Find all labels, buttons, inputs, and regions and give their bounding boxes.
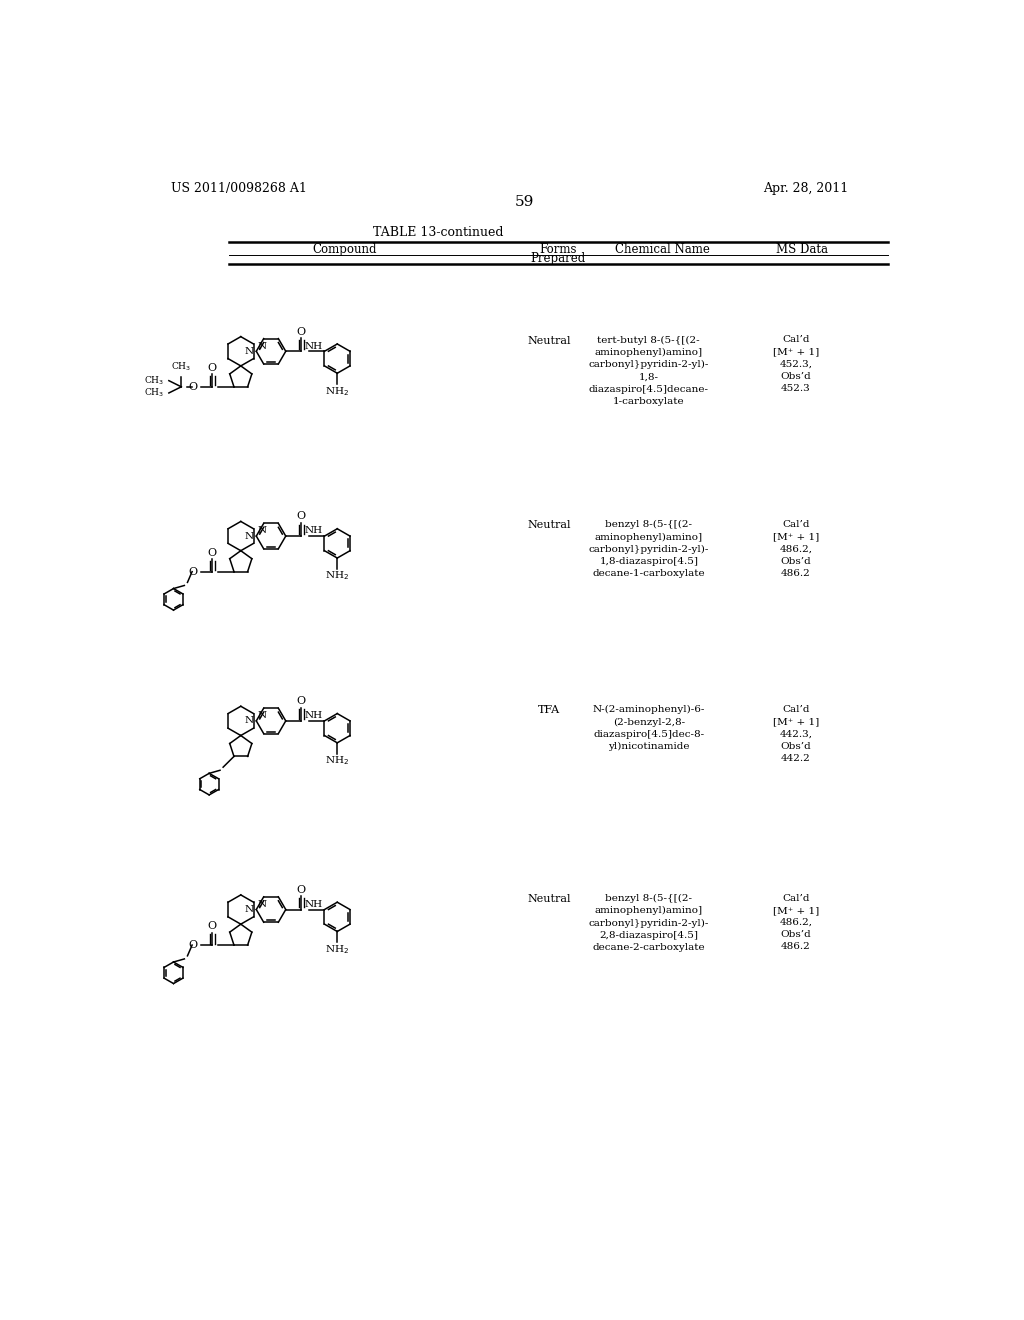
Text: N: N: [245, 347, 254, 356]
Text: NH: NH: [305, 711, 323, 721]
Text: NH$_2$: NH$_2$: [326, 570, 349, 582]
Text: N: N: [245, 717, 254, 726]
Text: Cal’d
[M⁺ + 1]
452.3,
Obs’d
452.3: Cal’d [M⁺ + 1] 452.3, Obs’d 452.3: [773, 335, 819, 393]
Text: tert-butyl 8-(5-{[(2-
aminophenyl)amino]
carbonyl}pyridin-2-yl)-
1,8-
diazaspiro: tert-butyl 8-(5-{[(2- aminophenyl)amino]…: [589, 335, 709, 405]
Text: O: O: [297, 884, 306, 895]
Text: Apr. 28, 2011: Apr. 28, 2011: [764, 182, 849, 194]
Text: Cal’d
[M⁺ + 1]
442.3,
Obs’d
442.2: Cal’d [M⁺ + 1] 442.3, Obs’d 442.2: [773, 705, 819, 763]
Text: O: O: [208, 548, 217, 558]
Text: CH$_3$: CH$_3$: [144, 375, 164, 387]
Text: NH$_2$: NH$_2$: [326, 942, 349, 956]
Text: Cal’d
[M⁺ + 1]
486.2,
Obs’d
486.2: Cal’d [M⁺ + 1] 486.2, Obs’d 486.2: [773, 894, 819, 952]
Text: O: O: [297, 326, 306, 337]
Text: US 2011/0098268 A1: US 2011/0098268 A1: [171, 182, 306, 194]
Text: O: O: [188, 566, 198, 577]
Text: CH$_3$: CH$_3$: [171, 360, 191, 374]
Text: N: N: [257, 527, 266, 536]
Text: O: O: [188, 381, 198, 392]
Text: O: O: [208, 363, 217, 374]
Text: Forms: Forms: [540, 243, 577, 256]
Text: Neutral: Neutral: [527, 335, 570, 346]
Text: TABLE 13-continued: TABLE 13-continued: [373, 226, 503, 239]
Text: NH$_2$: NH$_2$: [326, 385, 349, 397]
Text: Neutral: Neutral: [527, 520, 570, 531]
Text: CH$_3$: CH$_3$: [144, 387, 164, 399]
Text: benzyl 8-(5-{[(2-
aminophenyl)amino]
carbonyl}pyridin-2-yl)-
2,8-diazaspiro[4.5]: benzyl 8-(5-{[(2- aminophenyl)amino] car…: [589, 894, 709, 952]
Text: MS Data: MS Data: [776, 243, 828, 256]
Text: O: O: [297, 511, 306, 521]
Text: N: N: [257, 711, 266, 721]
Text: NH: NH: [305, 900, 323, 908]
Text: O: O: [297, 696, 306, 706]
Text: N: N: [257, 900, 266, 908]
Text: NH$_2$: NH$_2$: [326, 755, 349, 767]
Text: O: O: [188, 940, 198, 950]
Text: Compound: Compound: [312, 243, 377, 256]
Text: Neutral: Neutral: [527, 894, 570, 904]
Text: N: N: [245, 906, 254, 913]
Text: NH: NH: [305, 527, 323, 536]
Text: N: N: [257, 342, 266, 351]
Text: Prepared: Prepared: [530, 252, 586, 265]
Text: benzyl 8-(5-{[(2-
aminophenyl)amino]
carbonyl}pyridin-2-yl)-
1,8-diazaspiro[4.5]: benzyl 8-(5-{[(2- aminophenyl)amino] car…: [589, 520, 709, 578]
Text: 59: 59: [515, 195, 535, 210]
Text: O: O: [208, 921, 217, 931]
Text: Cal’d
[M⁺ + 1]
486.2,
Obs’d
486.2: Cal’d [M⁺ + 1] 486.2, Obs’d 486.2: [773, 520, 819, 578]
Text: N: N: [245, 532, 254, 541]
Text: Chemical Name: Chemical Name: [615, 243, 711, 256]
Text: NH: NH: [305, 342, 323, 351]
Text: N-(2-aminophenyl)-6-
(2-benzyl-2,8-
diazaspiro[4.5]dec-8-
yl)nicotinamide: N-(2-aminophenyl)-6- (2-benzyl-2,8- diaz…: [593, 705, 705, 751]
Text: TFA: TFA: [538, 705, 560, 715]
